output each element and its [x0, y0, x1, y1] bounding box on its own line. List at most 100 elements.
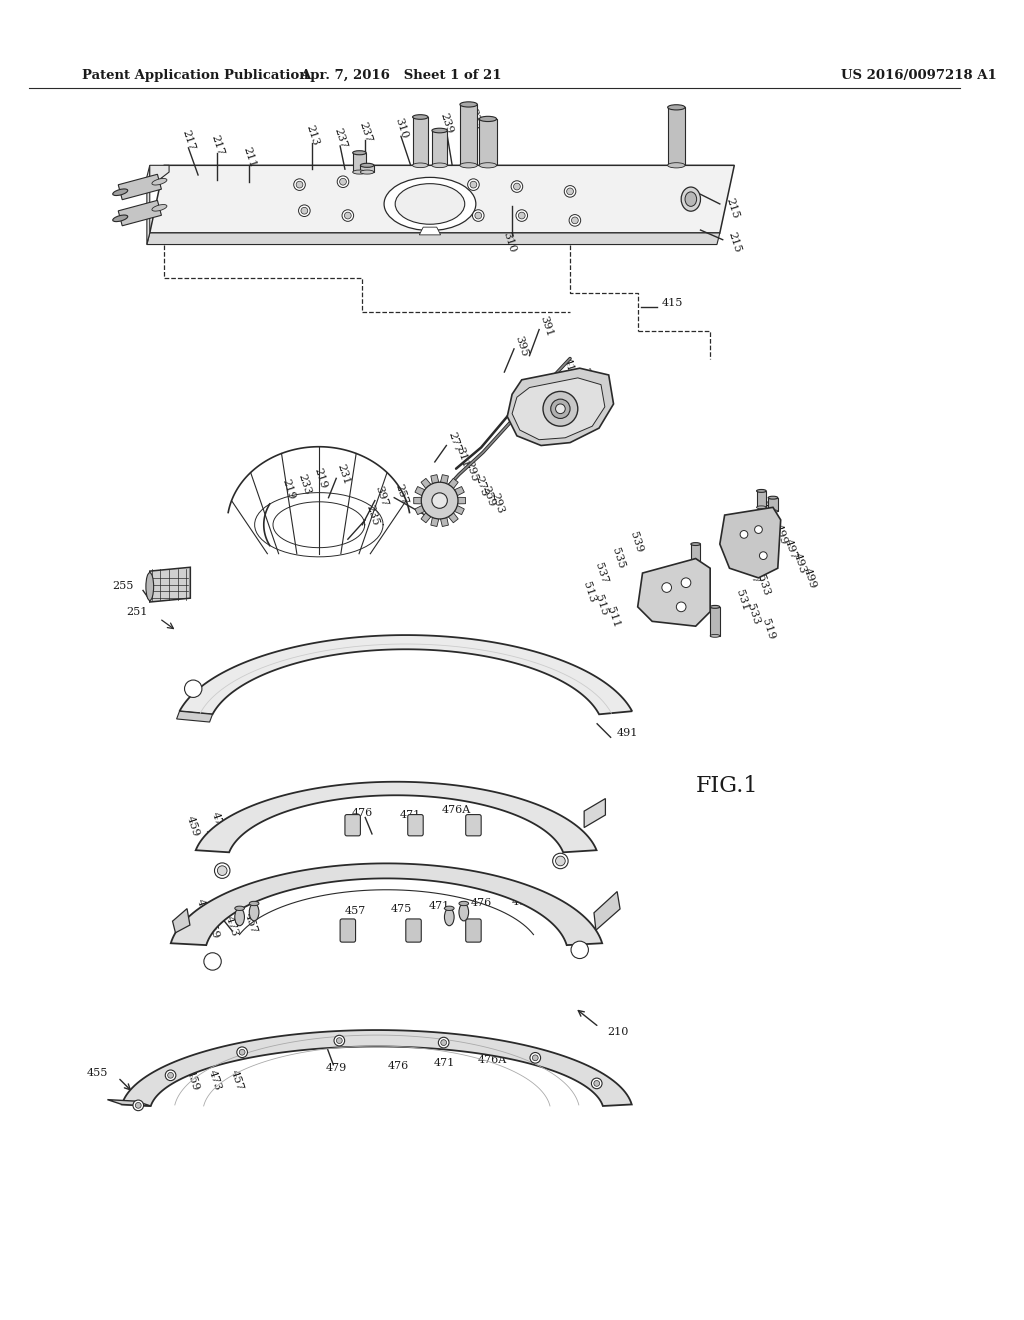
Circle shape [214, 863, 230, 878]
Polygon shape [431, 475, 439, 483]
Circle shape [676, 602, 686, 611]
Ellipse shape [711, 635, 720, 638]
Circle shape [592, 1078, 602, 1089]
Circle shape [594, 1081, 600, 1086]
Text: 219: 219 [312, 467, 329, 490]
Text: 395: 395 [514, 334, 529, 358]
Circle shape [294, 178, 305, 190]
Text: Apr. 7, 2016   Sheet 1 of 21: Apr. 7, 2016 Sheet 1 of 21 [300, 69, 502, 82]
Text: 459: 459 [185, 1069, 202, 1092]
Polygon shape [431, 517, 439, 527]
Text: 391: 391 [538, 315, 554, 338]
Text: 473: 473 [224, 913, 240, 937]
Text: 211: 211 [242, 147, 257, 169]
Text: 476: 476 [471, 899, 492, 908]
Circle shape [337, 1038, 342, 1044]
Polygon shape [668, 107, 685, 165]
Polygon shape [146, 232, 720, 244]
Ellipse shape [113, 189, 128, 195]
Ellipse shape [711, 606, 720, 609]
Circle shape [543, 392, 578, 426]
Circle shape [532, 1055, 539, 1061]
Ellipse shape [432, 128, 447, 133]
Text: 476: 476 [351, 808, 373, 817]
Polygon shape [420, 227, 440, 235]
Text: FIG.1: FIG.1 [695, 775, 758, 796]
Circle shape [569, 215, 581, 226]
Text: 499: 499 [773, 523, 790, 546]
Circle shape [553, 853, 568, 869]
Ellipse shape [460, 102, 477, 107]
Text: 537: 537 [593, 561, 609, 585]
Polygon shape [449, 512, 458, 523]
Ellipse shape [384, 177, 476, 231]
FancyBboxPatch shape [340, 919, 355, 942]
Ellipse shape [444, 908, 454, 925]
Circle shape [184, 680, 202, 697]
Ellipse shape [360, 170, 374, 174]
Circle shape [334, 1035, 345, 1045]
FancyBboxPatch shape [406, 919, 421, 942]
Circle shape [301, 207, 308, 214]
Ellipse shape [768, 510, 778, 512]
Text: 275: 275 [580, 366, 596, 389]
Polygon shape [421, 512, 431, 523]
Text: 459: 459 [185, 814, 201, 838]
Circle shape [530, 1052, 541, 1063]
Polygon shape [179, 635, 632, 714]
Polygon shape [146, 165, 150, 244]
FancyBboxPatch shape [345, 814, 360, 836]
Circle shape [556, 857, 565, 866]
Text: 515: 515 [593, 593, 609, 616]
Ellipse shape [668, 162, 685, 168]
Text: 251: 251 [126, 607, 147, 616]
Text: 471: 471 [429, 902, 451, 911]
Circle shape [468, 178, 479, 190]
Circle shape [296, 181, 303, 187]
Circle shape [135, 1102, 141, 1109]
Polygon shape [118, 201, 162, 226]
Text: 476: 476 [387, 1061, 409, 1071]
Text: 535: 535 [610, 546, 627, 570]
Text: 217: 217 [209, 133, 225, 157]
Circle shape [217, 866, 227, 875]
Circle shape [760, 552, 767, 560]
Text: 531: 531 [734, 589, 751, 611]
Polygon shape [173, 908, 189, 933]
Polygon shape [507, 368, 613, 446]
Ellipse shape [152, 205, 167, 211]
Text: 471: 471 [400, 809, 421, 820]
Circle shape [662, 582, 672, 593]
Polygon shape [440, 475, 449, 483]
Polygon shape [415, 487, 425, 496]
Ellipse shape [145, 573, 154, 601]
Text: 476A: 476A [512, 896, 542, 907]
Polygon shape [414, 498, 422, 504]
Ellipse shape [479, 116, 497, 121]
Polygon shape [638, 558, 711, 626]
Ellipse shape [757, 506, 766, 508]
Polygon shape [440, 517, 449, 527]
FancyBboxPatch shape [466, 814, 481, 836]
Ellipse shape [459, 903, 469, 921]
Text: 476A: 476A [441, 805, 471, 814]
Text: US 2016/0097218 A1: US 2016/0097218 A1 [841, 69, 996, 82]
Polygon shape [455, 487, 464, 496]
Text: 259: 259 [480, 484, 496, 507]
Ellipse shape [691, 543, 700, 545]
Circle shape [421, 482, 458, 519]
Text: 477: 477 [195, 898, 211, 921]
Polygon shape [413, 117, 428, 165]
Text: 415: 415 [662, 297, 683, 308]
Circle shape [440, 1040, 446, 1045]
Polygon shape [150, 165, 169, 182]
Circle shape [740, 531, 748, 539]
Polygon shape [757, 491, 766, 507]
Text: 219: 219 [280, 478, 296, 500]
Text: 533: 533 [756, 574, 771, 598]
Ellipse shape [413, 115, 428, 119]
Ellipse shape [360, 164, 374, 168]
Polygon shape [455, 506, 464, 515]
Text: 255: 255 [112, 581, 133, 590]
Ellipse shape [352, 150, 367, 154]
